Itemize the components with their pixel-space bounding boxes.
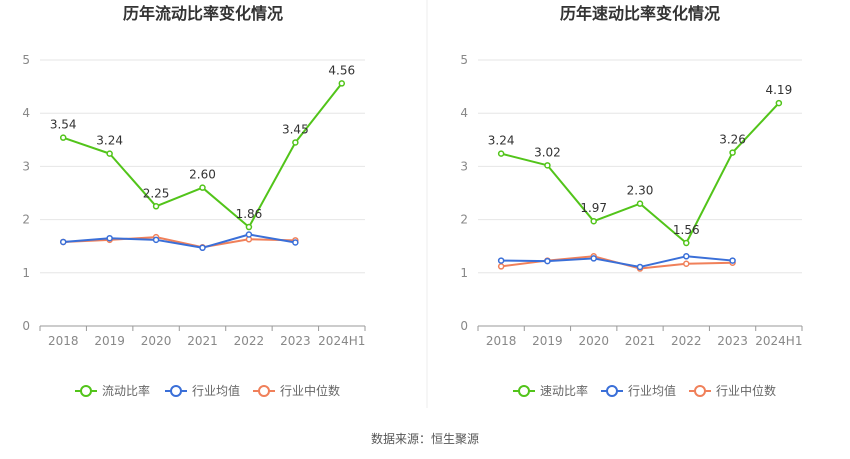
data-point <box>497 257 505 264</box>
legend-label: 行业均值 <box>628 383 676 398</box>
y-tick-label: 4 <box>460 106 468 120</box>
y-tick-label: 5 <box>460 53 468 67</box>
data-point <box>590 255 597 262</box>
data-label: 1.86 <box>236 207 263 221</box>
y-tick-label: 4 <box>22 106 30 120</box>
data-point <box>292 139 299 146</box>
legend-label: 行业中位数 <box>716 383 776 398</box>
data-label: 3.24 <box>488 134 515 148</box>
legend-label: 流动比率 <box>102 383 150 398</box>
data-label: 3.24 <box>96 134 123 148</box>
data-point <box>683 253 690 260</box>
y-tick-label: 0 <box>22 319 30 333</box>
x-tick-label: 2024H1 <box>755 334 802 348</box>
data-point <box>544 162 551 169</box>
data-point <box>106 150 113 157</box>
data-point <box>497 150 505 157</box>
legend-item: 行业均值 <box>165 383 240 398</box>
data-point <box>59 238 67 246</box>
data-label: 2.60 <box>189 168 216 182</box>
data-point <box>245 223 253 231</box>
x-tick-label: 2023 <box>717 334 748 348</box>
data-point <box>199 244 206 252</box>
y-tick-label: 0 <box>460 319 468 333</box>
data-label: 2.25 <box>143 186 170 200</box>
legend-label: 行业均值 <box>192 383 240 398</box>
data-label: 3.54 <box>50 118 77 132</box>
y-tick-label: 1 <box>22 266 30 280</box>
x-tick-label: 2024H1 <box>318 334 365 348</box>
data-label: 4.19 <box>765 83 792 97</box>
data-point <box>152 203 160 210</box>
legend-item: 行业中位数 <box>689 383 776 398</box>
series-line <box>501 255 733 268</box>
x-tick-label: 2020 <box>141 334 172 348</box>
data-point <box>292 239 299 246</box>
x-tick-label: 2023 <box>280 334 311 348</box>
data-point <box>683 239 690 247</box>
quick-ratio-chart: 历年速动比率变化情况 0 1 2 3 4 5 2018 2019 2020 2021 2022 2023… <box>460 4 803 398</box>
legend-item: 行业中位数 <box>253 383 340 398</box>
data-label: 1.97 <box>580 201 607 215</box>
legend-item: 流动比率 <box>75 383 150 398</box>
x-tick-label: 2018 <box>48 334 79 348</box>
data-point <box>729 257 736 264</box>
legend-marker-icon <box>170 385 182 397</box>
x-tick-label: 2022 <box>671 334 702 348</box>
data-label: 1.56 <box>673 223 700 237</box>
data-label: 4.56 <box>328 63 355 77</box>
data-label: 3.02 <box>534 145 561 159</box>
data-label: 2.30 <box>627 184 654 198</box>
data-source: 数据来源：恒生聚源 <box>371 431 479 446</box>
data-point <box>636 263 644 271</box>
y-tick-label: 2 <box>460 213 468 227</box>
series-line <box>63 236 296 249</box>
data-point <box>245 231 253 238</box>
legend-marker-icon <box>518 385 530 397</box>
y-tick-label: 3 <box>460 159 468 173</box>
y-tick-label: 1 <box>460 266 468 280</box>
data-point <box>199 184 206 191</box>
y-tick-label: 5 <box>22 53 30 67</box>
x-tick-label: 2019 <box>94 334 125 348</box>
data-point <box>338 80 346 87</box>
legend-label: 速动比率 <box>540 383 588 398</box>
x-tick-label: 2018 <box>486 334 517 348</box>
legend-marker-icon <box>258 385 270 397</box>
data-point <box>636 200 644 207</box>
data-label: 3.26 <box>719 133 746 147</box>
legend-marker-icon <box>694 385 706 397</box>
x-tick-label: 2020 <box>578 334 609 348</box>
series-line <box>500 102 780 245</box>
x-tick-label: 2019 <box>532 334 563 348</box>
legend-marker-icon <box>80 385 92 397</box>
data-point <box>497 263 505 270</box>
data-point <box>152 236 160 244</box>
data-point <box>729 149 736 156</box>
series-line <box>62 82 343 229</box>
data-point <box>106 234 113 242</box>
data-point <box>590 217 597 225</box>
y-tick-label: 3 <box>22 159 30 173</box>
legend-marker-icon <box>606 385 618 397</box>
x-tick-label: 2022 <box>234 334 265 348</box>
data-point <box>59 134 67 141</box>
data-point <box>544 257 551 265</box>
data-label: 3.45 <box>282 122 309 136</box>
x-tick-label: 2021 <box>187 334 218 348</box>
legend-label: 行业中位数 <box>280 383 340 398</box>
data-point <box>775 99 783 107</box>
current-ratio-chart: 历年流动比率变化情况 0 1 2 3 4 5 2018 2019 2020 2021 2022 2023… <box>22 4 366 398</box>
x-tick-label: 2021 <box>625 334 656 348</box>
series-line <box>63 233 296 249</box>
chart-title: 历年速动比率变化情况 <box>560 4 720 23</box>
y-tick-label: 2 <box>22 213 30 227</box>
legend-item: 行业均值 <box>601 383 676 398</box>
chart-title: 历年流动比率变化情况 <box>123 4 283 23</box>
legend-item: 速动比率 <box>513 383 588 398</box>
data-point <box>683 260 690 268</box>
